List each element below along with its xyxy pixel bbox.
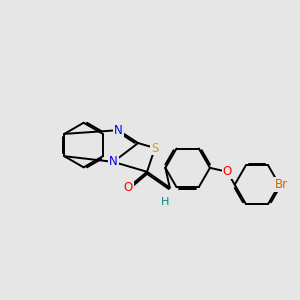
Text: O: O (223, 165, 232, 178)
Text: S: S (151, 142, 159, 154)
Text: O: O (124, 181, 133, 194)
Text: H: H (161, 196, 169, 206)
Text: N: N (109, 155, 118, 168)
Text: Br: Br (275, 178, 288, 191)
Text: N: N (114, 124, 123, 137)
